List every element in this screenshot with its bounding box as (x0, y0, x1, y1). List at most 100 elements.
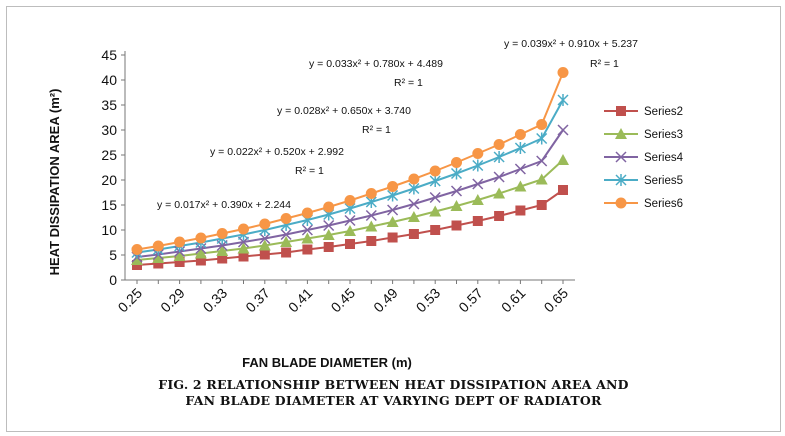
data-point-series3 (514, 180, 527, 192)
y-tick-label: 5 (109, 247, 117, 263)
legend-marker-series5 (615, 174, 627, 186)
data-point-series4 (557, 124, 569, 136)
data-point-series6 (408, 173, 420, 185)
data-point-series2 (494, 211, 505, 221)
legend-entry-series4: Series4 (644, 152, 684, 164)
x-tick-label: 0.65 (541, 285, 572, 316)
trendline-equation: R² = 1 (295, 165, 324, 177)
data-point-series2 (408, 229, 419, 239)
y-axis-label: HEAT DISSIPATION AREA (m²) (47, 89, 62, 276)
data-point-series6 (514, 129, 526, 140)
y-tick-label: 25 (101, 147, 117, 163)
x-tick-label: 0.57 (455, 285, 486, 316)
data-point-series3 (429, 205, 442, 217)
data-point-series4 (514, 163, 526, 175)
data-point-series6 (429, 165, 441, 177)
y-tick-label: 40 (101, 72, 117, 88)
data-point-series2 (302, 244, 313, 255)
data-point-series6 (131, 244, 143, 255)
data-point-series2 (366, 236, 377, 246)
legend-entry-series2: Series2 (644, 106, 683, 118)
data-point-series4 (472, 178, 484, 190)
data-point-series3 (322, 229, 335, 240)
data-point-series4 (493, 171, 505, 183)
data-point-series6 (493, 139, 505, 150)
data-point-series6 (174, 236, 186, 248)
data-point-series6 (238, 223, 249, 235)
data-point-series2 (536, 200, 547, 210)
data-point-series2 (259, 249, 270, 260)
data-point-series2 (217, 253, 228, 264)
x-tick-label: 0.25 (115, 285, 146, 316)
data-point-series6 (195, 232, 207, 244)
data-point-series6 (323, 201, 335, 213)
data-point-series3 (493, 187, 506, 199)
legend-marker-series6 (615, 197, 627, 209)
y-tick-label: 10 (101, 222, 117, 238)
y-tick-label: 30 (101, 122, 117, 138)
x-tick-label: 0.53 (413, 285, 444, 316)
legend-marker-series2 (616, 106, 626, 116)
data-point-series4 (365, 209, 377, 222)
y-tick-label: 35 (101, 97, 117, 113)
data-point-series2 (345, 239, 355, 249)
data-point-series3 (216, 245, 229, 256)
data-point-series3 (194, 247, 207, 259)
figure-caption-line-1: FIG. 2 RELATIONSHIP BETWEEN HEAT DISSIPA… (158, 377, 629, 392)
data-point-series5 (472, 159, 484, 172)
data-point-series3 (258, 239, 271, 251)
data-point-series2 (472, 216, 483, 226)
data-point-series3 (535, 173, 548, 185)
data-point-series6 (259, 218, 271, 230)
data-point-series3 (471, 194, 484, 205)
data-point-series5 (557, 94, 569, 106)
x-tick-label: 0.33 (200, 285, 231, 316)
figure-caption-line-2: FAN BLADE DIAMETER AT VARYING DEPT OF RA… (185, 393, 602, 408)
annotations: y = 0.039x² + 0.910x + 5.237 R² = 1 y = 0.… (157, 38, 638, 211)
data-point-series4 (259, 232, 271, 245)
x-tick-label: 0.61 (498, 285, 529, 316)
data-point-series4 (450, 185, 463, 197)
data-point-series5 (514, 142, 526, 154)
data-point-series6 (387, 181, 399, 192)
x-axis: 0.25 0.29 0.33 0.37 0.41 0.45 0.49 0.53 0.57 0.61… (115, 279, 575, 316)
data-point-series5 (536, 132, 548, 145)
data-point-series4 (301, 224, 313, 236)
trendline-equation: R² = 1 (394, 77, 423, 89)
y-tick-label: 15 (101, 197, 117, 213)
legend: Series2 Series3 Series4 Series5 Series6 (604, 106, 684, 210)
data-point-series5 (450, 167, 463, 180)
data-point-series6 (451, 157, 462, 168)
data-point-series6 (152, 240, 164, 252)
data-point-series4 (323, 219, 335, 232)
trendline-equation: y = 0.022x² + 0.520x + 2.992 (210, 146, 344, 158)
trendline-equation: y = 0.028x² + 0.650x + 3.740 (277, 105, 411, 117)
data-point-series3 (131, 254, 143, 265)
data-point-series4 (429, 191, 441, 204)
data-point-series2 (430, 225, 441, 235)
data-point-series3 (173, 250, 186, 261)
y-tick-label: 45 (101, 47, 117, 63)
trendline-equation: R² = 1 (590, 58, 619, 70)
data-point-series2 (281, 247, 292, 258)
data-point-series2 (174, 257, 185, 267)
data-point-series6 (365, 188, 377, 199)
data-point-series3 (407, 211, 420, 222)
chart-frame: 0 5 10 15 20 25 30 35 40 45 0.25 0.29 0.33 0.37 0.41 0… (6, 6, 781, 432)
legend-marker-series3 (615, 128, 627, 139)
y-tick-label: 20 (101, 172, 117, 188)
x-tick-label: 0.41 (285, 285, 316, 316)
data-point-series6 (216, 228, 228, 239)
y-axis: 0 5 10 15 20 25 30 35 40 45 (101, 47, 126, 288)
data-point-series5 (493, 151, 505, 163)
x-tick-label: 0.45 (328, 285, 359, 316)
trendline-equation: y = 0.033x² + 0.780x + 4.489 (309, 58, 443, 70)
trendline-equation: y = 0.039x² + 0.910x + 5.237 (504, 38, 638, 50)
data-point-series3 (280, 236, 293, 247)
data-point-series4 (344, 214, 356, 227)
data-point-series4 (280, 228, 292, 241)
data-point-series2 (238, 251, 249, 262)
data-point-series4 (387, 204, 399, 216)
data-point-series5 (429, 175, 441, 187)
